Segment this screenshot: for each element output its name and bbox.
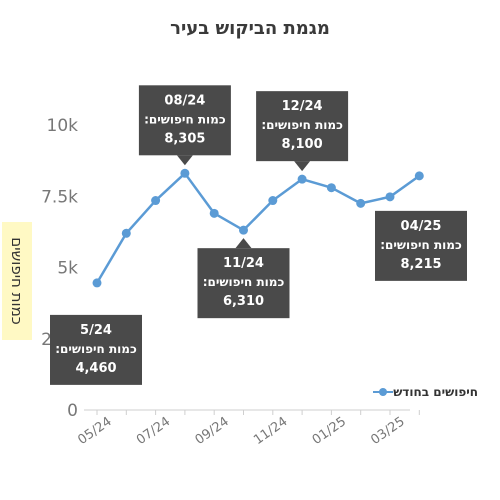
x-tick-label: 05/24 (75, 414, 114, 448)
data-point[interactable] (121, 228, 131, 238)
y-axis-label-highlight (2, 222, 32, 340)
annotation-text: 08/24 (164, 93, 205, 108)
annotation-box (375, 210, 467, 281)
x-tick-label: 11/24 (251, 414, 290, 448)
annotation-text: כמות חיפושים: (55, 342, 137, 356)
legend-line-marker-icon (373, 386, 394, 398)
legend-label: חיפושים בחודש (393, 385, 478, 399)
legend[interactable]: חיפושים בחודש (369, 385, 478, 399)
data-point[interactable] (297, 174, 307, 184)
data-point[interactable] (239, 225, 248, 235)
x-tick-label: 07/24 (134, 414, 173, 448)
annotation-text: 12/24 (282, 99, 323, 114)
annotation-box (138, 85, 231, 156)
annotation-text: 04/25 (401, 219, 442, 234)
series-line (95, 172, 421, 284)
annotation-text: כמות חיפושים: (203, 275, 285, 289)
y-tick-label: 5k (57, 259, 78, 279)
annotation-text: 8,100 (282, 137, 323, 152)
annotation-text: 6,310 (223, 294, 264, 309)
annotation-box (197, 248, 290, 319)
chart-title: מגמת הביקוש בעיר (170, 18, 330, 39)
annotation-text: 11/24 (223, 256, 264, 271)
annotation-box (50, 314, 142, 385)
annotation-text: 8,215 (400, 257, 441, 272)
x-tick-label: 03/25 (368, 414, 407, 448)
annotation-box (256, 91, 349, 162)
annotation-pointer (235, 238, 252, 249)
annotation-text: כמות חיפושים: (144, 112, 226, 126)
y-tick-label: 7.5k (41, 187, 78, 207)
data-point[interactable] (414, 171, 424, 181)
x-tick-label: 01/25 (310, 414, 349, 448)
data-point[interactable] (356, 198, 366, 208)
data-point[interactable] (268, 196, 278, 206)
annotation-text: 5/24 (80, 323, 112, 338)
annotation-text: כמות חיפושים: (380, 238, 462, 252)
annotation-text: כמות חיפושים: (261, 118, 343, 132)
annotation-text: 4,460 (75, 361, 116, 376)
annotation-pointer (176, 155, 193, 166)
y-tick-label: 0 (67, 401, 78, 421)
data-point[interactable] (326, 183, 336, 193)
data-point[interactable] (92, 278, 102, 288)
x-tick-label: 09/24 (193, 414, 232, 448)
y-tick-label: 10k (47, 116, 79, 136)
data-point[interactable] (209, 208, 219, 218)
data-point[interactable] (385, 192, 395, 202)
annotation-text: 8,305 (164, 131, 205, 146)
data-point[interactable] (180, 168, 190, 178)
data-point[interactable] (151, 196, 161, 206)
annotation-pointer (294, 161, 311, 172)
